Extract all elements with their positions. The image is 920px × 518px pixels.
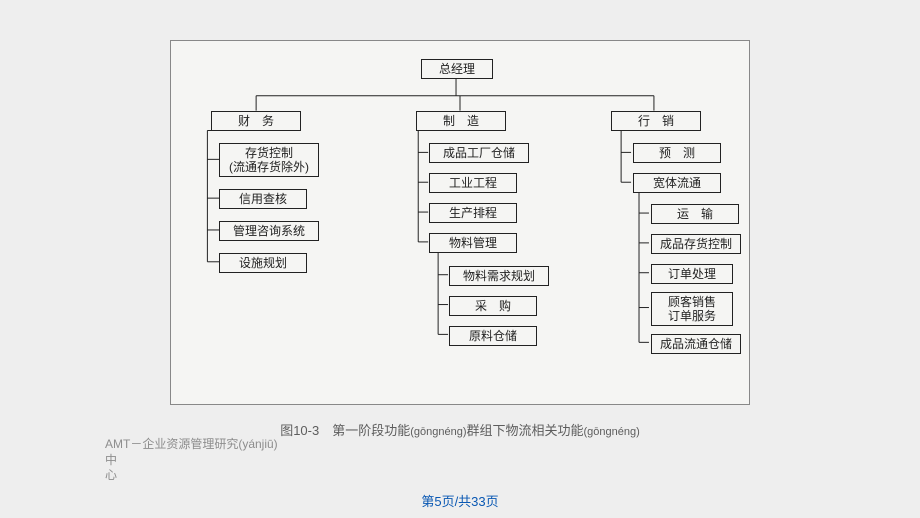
node-fg-inventory: 成品存货控制 [651, 234, 741, 254]
node-distribution: 宽体流通 [633, 173, 721, 193]
node-mrp: 物料需求规划 [449, 266, 549, 286]
node-mgmt-consult: 管理咨询系统 [219, 221, 319, 241]
node-raw-storage: 原料仓储 [449, 326, 537, 346]
node-finance: 财 务 [211, 111, 301, 131]
node-root: 总经理 [421, 59, 493, 79]
node-forecast: 预 测 [633, 143, 721, 163]
node-manufacturing: 制 造 [416, 111, 506, 131]
node-customer-service: 顾客销售 订单服务 [651, 292, 733, 326]
footer-source: AMT－企业资源管理研究(yánjiū)中 心 [105, 437, 285, 484]
footer-line2: 心 [105, 468, 117, 482]
caption-pinyin-1: (gōngnéng) [410, 426, 466, 438]
page-indicator: 第5页/共33页 [0, 491, 920, 510]
org-chart-diagram: 总经理 财 务 制 造 行 销 存货控制 (流通存货除外) 信用查核 管理咨询系… [170, 40, 750, 405]
caption-mid: 群组下物流相关功能 [467, 423, 584, 438]
node-order-proc: 订单处理 [651, 264, 733, 284]
node-transport: 运 输 [651, 204, 739, 224]
node-facility-plan: 设施规划 [219, 253, 307, 273]
footer-line1: AMT－企业资源管理研究(yánjiū)中 [105, 437, 278, 467]
node-sales: 行 销 [611, 111, 701, 131]
node-inventory-control: 存货控制 (流通存货除外) [219, 143, 319, 177]
node-industrial-eng: 工业工程 [429, 173, 517, 193]
node-finished-storage: 成品工厂仓储 [429, 143, 529, 163]
node-purchasing: 采 购 [449, 296, 537, 316]
node-fg-dist-storage: 成品流通仓储 [651, 334, 741, 354]
caption-prefix: 图10-3 第一阶段功能 [280, 423, 410, 438]
node-material-mgmt: 物料管理 [429, 233, 517, 253]
node-credit-check: 信用查核 [219, 189, 307, 209]
node-production-sched: 生产排程 [429, 203, 517, 223]
caption-pinyin-2: (gōngnéng) [584, 426, 640, 438]
